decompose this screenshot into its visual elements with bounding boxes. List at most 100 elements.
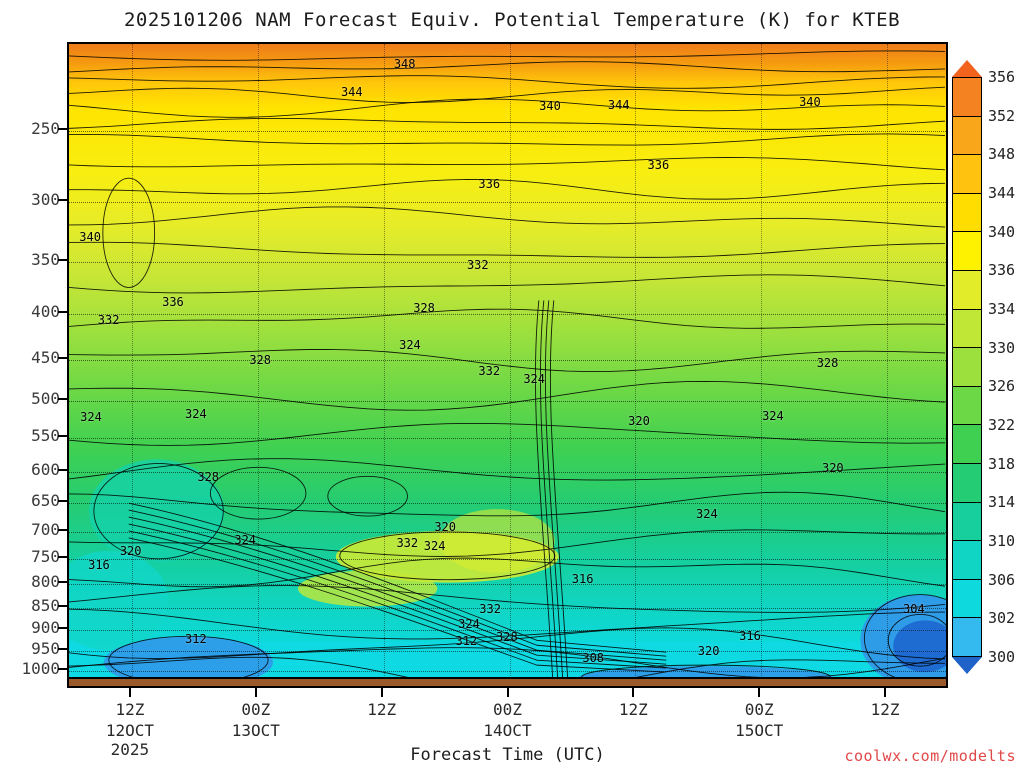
- colorbar-tick-label: 306: [988, 570, 1016, 589]
- cool-pocket-blob: [69, 550, 169, 651]
- contour-value-label: 324: [399, 338, 421, 353]
- contour-line: [128, 537, 667, 673]
- colorbar-tick-label: 344: [988, 184, 1016, 202]
- y-axis-tick-label: 350: [31, 250, 60, 269]
- contour-value-label: 348: [393, 57, 416, 72]
- y-axis-tick: [58, 667, 67, 670]
- contour-line: [69, 348, 946, 373]
- contour-value-label: 320: [697, 644, 720, 659]
- contour-line: [69, 206, 946, 228]
- contour-line: [69, 98, 946, 118]
- contour-line: [128, 516, 667, 661]
- contour-value-label: 324: [185, 407, 207, 422]
- contour-value-label: 320: [821, 460, 844, 475]
- contour-value-label: 340: [799, 95, 821, 110]
- y-axis-tick-label: 650: [31, 491, 60, 511]
- contour-value-label: 316: [739, 629, 761, 644]
- contour-value-label: 332: [478, 363, 501, 378]
- v-gridline: [509, 44, 511, 686]
- x-axis-tick-label: 12Z: [367, 700, 397, 719]
- contour-value-label: 316: [88, 557, 110, 572]
- y-axis-tick-label: 950: [31, 639, 60, 658]
- v-gridline: [257, 44, 259, 686]
- colorbar-tick-label: 334: [988, 300, 1016, 318]
- contour-line: [69, 585, 946, 613]
- contour-line: [69, 308, 946, 329]
- x-axis-tick: [254, 688, 257, 697]
- y-axis-tick: [58, 397, 67, 400]
- colorbar-tick-label: 356: [988, 68, 1016, 86]
- contour-value-label: 324: [696, 506, 718, 521]
- colorbar-segment: [953, 78, 981, 117]
- colorbar-tick-label: 302: [988, 609, 1016, 628]
- v-gridline: [761, 44, 763, 686]
- colorbar-segment: [953, 618, 981, 656]
- y-axis-tick-label: 500: [31, 388, 60, 408]
- y-axis-tick: [58, 356, 67, 359]
- h-gridline: [69, 670, 946, 672]
- contour-value-label: 344: [340, 84, 363, 99]
- contour-line: [69, 557, 946, 588]
- h-gridline: [69, 471, 946, 473]
- contour-line: [69, 608, 946, 640]
- contour-value-label: 328: [413, 301, 435, 316]
- y-axis-tick: [58, 500, 67, 503]
- colorbar: 356 352 348 344 340 336 334 330 326 322 318 314 310 3…: [952, 60, 1015, 674]
- colorbar-tick-label: 300: [988, 648, 1016, 666]
- x-axis-tick: [758, 688, 761, 697]
- y-axis-tick: [58, 529, 67, 532]
- contour-line: [69, 656, 946, 686]
- contour-value-label: 328: [197, 469, 220, 484]
- contour-line: [128, 509, 667, 657]
- contour-value-label: 312: [455, 633, 478, 648]
- colorbar-segment: [953, 425, 981, 464]
- contour-value-label: 332: [479, 602, 501, 617]
- contour-line: [69, 241, 946, 258]
- theta-e-shaded-field: [69, 44, 946, 686]
- x-axis-date-label: 15OCT: [735, 721, 784, 740]
- y-axis-tick: [58, 648, 67, 650]
- y-axis-tick-label: 850: [31, 595, 60, 615]
- contour-value-label: 340: [539, 99, 561, 114]
- h-gridline: [69, 607, 946, 609]
- x-axis-tick-label: 12Z: [870, 700, 900, 719]
- watermark-link[interactable]: coolwx.com/modelts: [844, 747, 1016, 765]
- h-gridline: [69, 400, 946, 402]
- contour-value-label: 312: [185, 631, 207, 646]
- contour-line: [539, 300, 559, 681]
- y-axis-tick: [58, 626, 67, 629]
- v-gridline: [383, 44, 385, 686]
- chart-title: 2025101206 NAM Forecast Equiv. Potential…: [123, 9, 901, 31]
- h-gridline: [69, 130, 946, 132]
- x-axis-tick: [128, 688, 131, 697]
- colorbar-tick-label: 326: [988, 377, 1016, 396]
- contour-line: [69, 422, 946, 446]
- contour-lines: [69, 50, 946, 686]
- colorbar-tick-label: 340: [988, 222, 1016, 241]
- x-axis-date-label: 12OCT: [105, 721, 154, 740]
- colorbar-tick-label: 348: [988, 145, 1016, 164]
- y-axis-tick-label: 1000: [21, 658, 60, 678]
- x-axis-tick: [506, 688, 509, 697]
- colorbar-tick-label: 352: [988, 106, 1016, 125]
- colorbar-segment: [953, 463, 981, 503]
- x-axis-date-label: 14OCT: [483, 721, 532, 740]
- contour-value-label: 324: [80, 409, 102, 424]
- x-axis-year-label: 2025: [110, 740, 150, 759]
- x-axis-date-label: 13OCT: [231, 721, 280, 740]
- contour-value-label: 324: [234, 533, 257, 548]
- y-axis-tick: [58, 555, 67, 558]
- contour-line: [69, 647, 946, 679]
- x-axis-title: Forecast Time (UTC): [410, 745, 605, 765]
- x-axis-tick: [632, 688, 635, 697]
- contour-line: [128, 502, 667, 653]
- y-axis-tick-label: 400: [31, 302, 60, 322]
- plot-area: 348 344 344 340 340 340 336 336 336 332 332 332 332 3…: [67, 42, 948, 688]
- contour-line: [69, 529, 946, 557]
- y-axis-tick-label: 800: [31, 572, 60, 592]
- cool-pocket-blob: [88, 459, 225, 563]
- contour-line: [69, 627, 946, 660]
- colorbar-segment: [953, 541, 981, 580]
- colorbar-tick-label: 322: [988, 416, 1016, 434]
- contour-line: [69, 117, 946, 130]
